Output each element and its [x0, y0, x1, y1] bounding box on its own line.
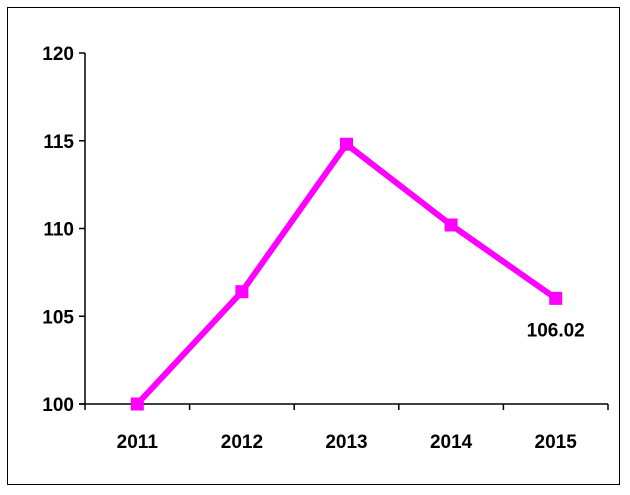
data-point-marker — [235, 285, 249, 299]
data-point-marker — [340, 137, 353, 151]
series-line — [135, 141, 558, 407]
x-tick-label: 2013 — [325, 432, 367, 453]
y-tick-label: 110 — [43, 220, 74, 241]
y-tick-label: 115 — [43, 132, 74, 153]
data-labels: 106.02 — [527, 320, 585, 341]
series-group — [130, 137, 563, 411]
x-tick-label: 2014 — [430, 432, 473, 453]
y-tick-label: 120 — [42, 44, 74, 65]
data-label: 106.02 — [527, 320, 585, 341]
x-tick-label: 2012 — [221, 432, 263, 453]
y-axis-ticks: 100 105 110 115 120 — [42, 44, 85, 416]
chart-frame — [7, 7, 620, 485]
x-tick-label: 2015 — [535, 432, 578, 453]
y-tick-label: 100 — [42, 395, 74, 416]
x-axis-ticks: 2011 2012 2013 2014 2015 — [84, 404, 609, 453]
y-tick-label: 105 — [42, 307, 74, 328]
axes — [79, 53, 608, 405]
data-point-marker — [444, 218, 458, 232]
x-tick-label: 2011 — [117, 432, 159, 453]
data-point-marker — [130, 397, 144, 411]
data-point-marker — [549, 291, 563, 305]
